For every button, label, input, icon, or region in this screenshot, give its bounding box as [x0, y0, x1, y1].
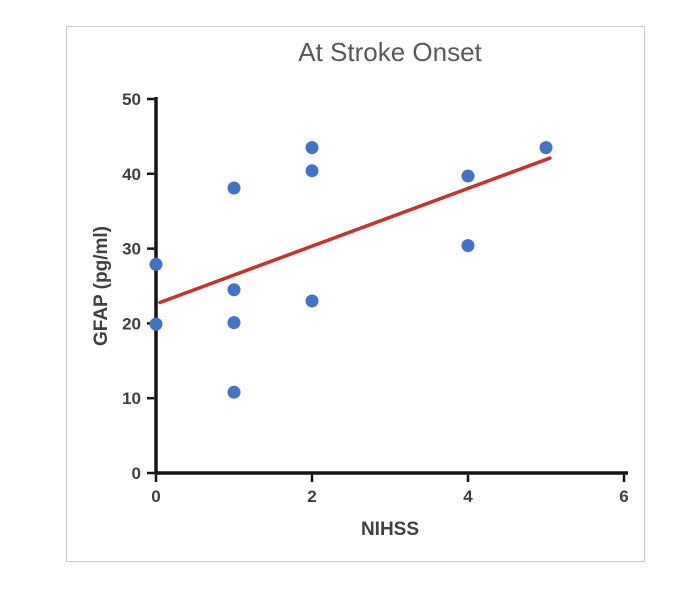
x-axis-title: NIHSS — [360, 519, 420, 540]
data-point — [305, 164, 319, 178]
y-axis-title: GFAP (pg/ml) — [91, 226, 112, 346]
y-tick-label: 10 — [122, 389, 141, 408]
data-point — [461, 169, 475, 183]
trendline — [158, 156, 552, 305]
data-point — [149, 317, 163, 331]
data-point — [539, 141, 553, 155]
scatter-plot: 0 2 4 6 0 10 20 30 40 50 — [122, 90, 629, 506]
y-tick-label: 40 — [122, 165, 141, 184]
y-tick-label: 0 — [132, 464, 141, 483]
y-tick-label: 20 — [122, 314, 141, 333]
data-point — [227, 181, 241, 195]
data-point — [305, 141, 319, 155]
x-tick-label: 4 — [463, 487, 473, 506]
chart-title: At Stroke Onset — [298, 37, 482, 67]
data-point — [227, 385, 241, 399]
data-point — [305, 294, 319, 308]
y-tick-label: 50 — [122, 90, 141, 109]
x-tick-label: 2 — [307, 487, 316, 506]
data-point — [227, 283, 241, 297]
chart-card: At Stroke Onset 0 2 4 6 0 10 20 30 40 50 GFAP (pg… — [66, 26, 645, 562]
x-tick-label: 6 — [619, 487, 628, 506]
y-tick-label: 30 — [122, 240, 141, 259]
data-point — [227, 316, 241, 330]
data-point — [461, 239, 475, 253]
x-tick-label: 0 — [151, 487, 160, 506]
data-point — [149, 257, 163, 271]
